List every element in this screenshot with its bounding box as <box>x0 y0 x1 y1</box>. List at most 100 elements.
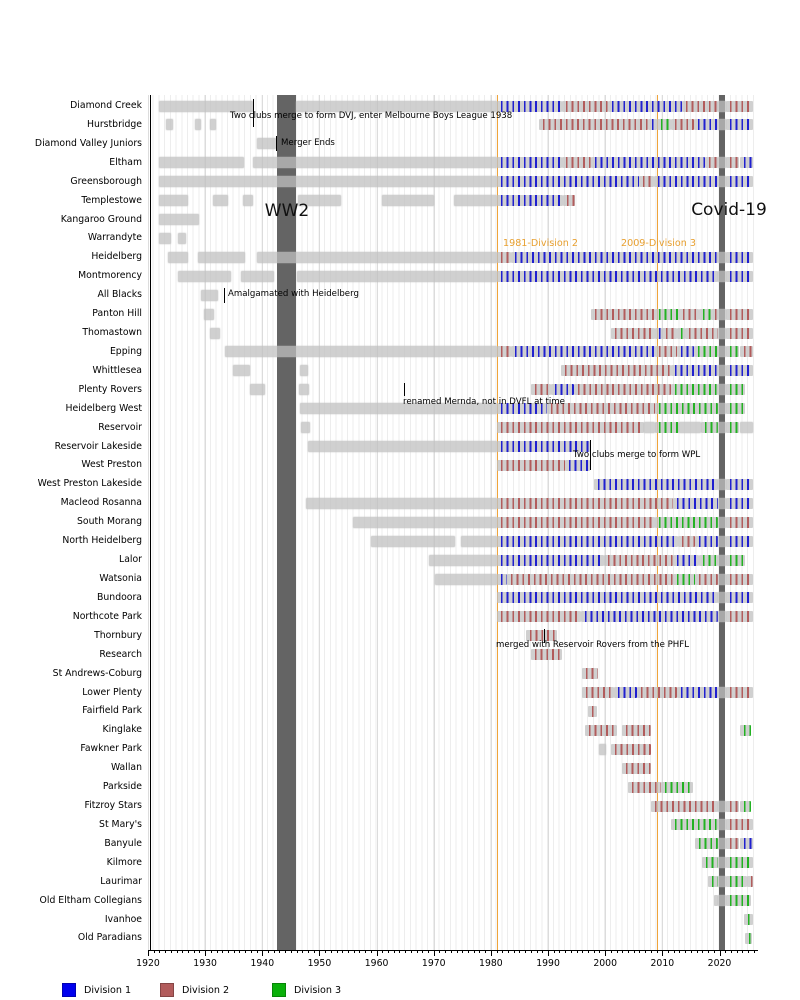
x-axis-minor-tick <box>599 950 601 953</box>
x-axis-minor-tick <box>228 950 229 953</box>
x-axis-minor-tick <box>485 950 487 953</box>
x-axis-minor-tick <box>496 950 498 953</box>
axis-tick-label: 2020 <box>707 958 732 969</box>
club-label: North Heidelberg <box>62 535 142 547</box>
axis-tick-label: 1970 <box>421 958 446 969</box>
timeline-bar-segment <box>177 232 187 244</box>
timeline-bar-segment <box>718 327 727 339</box>
x-axis-minor-tick <box>673 950 675 953</box>
timeline-bar-segment <box>718 800 727 812</box>
x-axis-minor-tick <box>519 950 521 953</box>
timeline-bar-segment <box>382 195 434 207</box>
club-label: Panton Hill <box>92 308 142 320</box>
timeline-bar-segment <box>496 403 547 415</box>
x-axis-minor-tick <box>290 950 292 953</box>
timeline-bar-segment <box>718 176 727 188</box>
club-label: Banyule <box>104 837 142 849</box>
x-axis-minor-tick <box>405 950 407 953</box>
x-axis-minor-tick <box>536 950 538 953</box>
timeline-bar-segment <box>693 346 719 358</box>
timeline-bar-segment <box>159 100 254 112</box>
club-label: Reservoir <box>98 421 142 433</box>
timeline-bar-segment <box>655 516 719 528</box>
timeline-bar-segment <box>718 819 727 831</box>
timeline-bar-segment <box>590 308 656 320</box>
legend-label: Division 1 <box>84 985 132 996</box>
timeline-bar-segment <box>249 384 266 396</box>
timeline-bar-segment <box>628 781 661 793</box>
timeline-bar-segment <box>718 100 727 112</box>
timeline-bar-segment <box>718 516 727 528</box>
x-axis-minor-tick <box>685 950 687 953</box>
timeline-bar-segment <box>550 384 575 396</box>
timeline-bar-segment <box>655 327 663 339</box>
timeline-bar-segment <box>701 422 719 434</box>
axis-tick-label: 1990 <box>536 958 560 969</box>
timeline-bar-segment <box>656 119 671 131</box>
legend-label: Division 3 <box>294 985 342 996</box>
x-axis-major-tick <box>548 950 550 956</box>
x-axis-minor-tick <box>468 950 470 953</box>
timeline-bar-segment <box>296 100 497 112</box>
timeline-bar-segment <box>300 422 310 434</box>
annotation-tick-mark <box>253 99 255 127</box>
timeline-bar-segment <box>718 554 727 566</box>
timeline-bar-segment <box>726 157 740 169</box>
timeline-bar-segment <box>670 365 719 377</box>
timeline-bar-segment <box>201 289 218 301</box>
club-label: Wallan <box>110 762 142 774</box>
x-axis-minor-tick <box>273 950 275 953</box>
x-axis-minor-tick <box>193 950 195 953</box>
x-axis-minor-tick <box>353 950 355 953</box>
timeline-bar-segment <box>496 573 507 585</box>
timeline-bar-segment <box>718 308 727 320</box>
x-axis-minor-tick <box>330 950 332 953</box>
timeline-bar-segment <box>726 346 740 358</box>
timeline-bar-segment <box>726 365 753 377</box>
annotation-text: Amalgamated with Heidelberg <box>228 289 359 299</box>
timeline-bar-segment <box>726 573 753 585</box>
x-axis-minor-tick <box>553 950 555 953</box>
timeline-bar-segment <box>159 157 244 169</box>
x-axis-minor-tick <box>233 950 235 953</box>
club-label: Diamond Valley Juniors <box>34 137 142 149</box>
x-axis-minor-tick <box>610 950 612 953</box>
division-introduced-label: 2009-Division 3 <box>621 238 697 249</box>
timeline-bar-segment <box>718 838 727 850</box>
timeline-bar-segment <box>670 119 694 131</box>
x-axis-minor-tick <box>742 950 744 953</box>
x-axis-minor-tick <box>576 950 578 953</box>
timeline-bar-segment <box>506 573 673 585</box>
x-axis-minor-tick <box>633 950 635 953</box>
timeline-bar-segment <box>496 611 582 623</box>
annotation-text: Two clubs merge to form DVJ, enter Melbo… <box>230 111 513 121</box>
x-axis-minor-tick <box>393 950 395 953</box>
timeline-bar-segment <box>610 327 656 339</box>
x-axis-minor-tick <box>388 950 390 953</box>
timeline-bar-segment <box>159 195 188 207</box>
annotation-tick-mark <box>224 288 226 303</box>
timeline-bar-segment <box>428 554 497 566</box>
annotation-tick-mark <box>276 136 278 151</box>
timeline-bar-segment <box>726 422 740 434</box>
timeline-bar-segment <box>695 535 719 547</box>
x-axis-minor-tick <box>702 950 704 953</box>
x-axis-minor-tick <box>188 950 189 953</box>
timeline-bar-segment <box>718 119 727 131</box>
timeline-bar-segment <box>539 119 649 131</box>
x-axis-major-tick <box>433 950 435 956</box>
timeline-bar-segment <box>726 327 753 339</box>
axis-tick-label: 1960 <box>364 958 389 969</box>
timeline-bar-segment <box>726 308 753 320</box>
timeline-bar-segment <box>496 516 656 528</box>
division-3-color-swatch <box>272 983 286 997</box>
x-axis-minor-tick <box>325 950 327 953</box>
timeline-bar-segment <box>305 497 497 509</box>
x-axis-minor-tick <box>645 950 647 953</box>
timeline-bar-segment <box>685 327 719 339</box>
club-label: West Preston <box>81 459 142 471</box>
x-axis-minor-tick <box>439 950 441 953</box>
timeline-bar-segment <box>726 857 753 869</box>
x-axis-minor-tick <box>165 950 167 953</box>
x-axis-minor-tick <box>159 950 161 953</box>
